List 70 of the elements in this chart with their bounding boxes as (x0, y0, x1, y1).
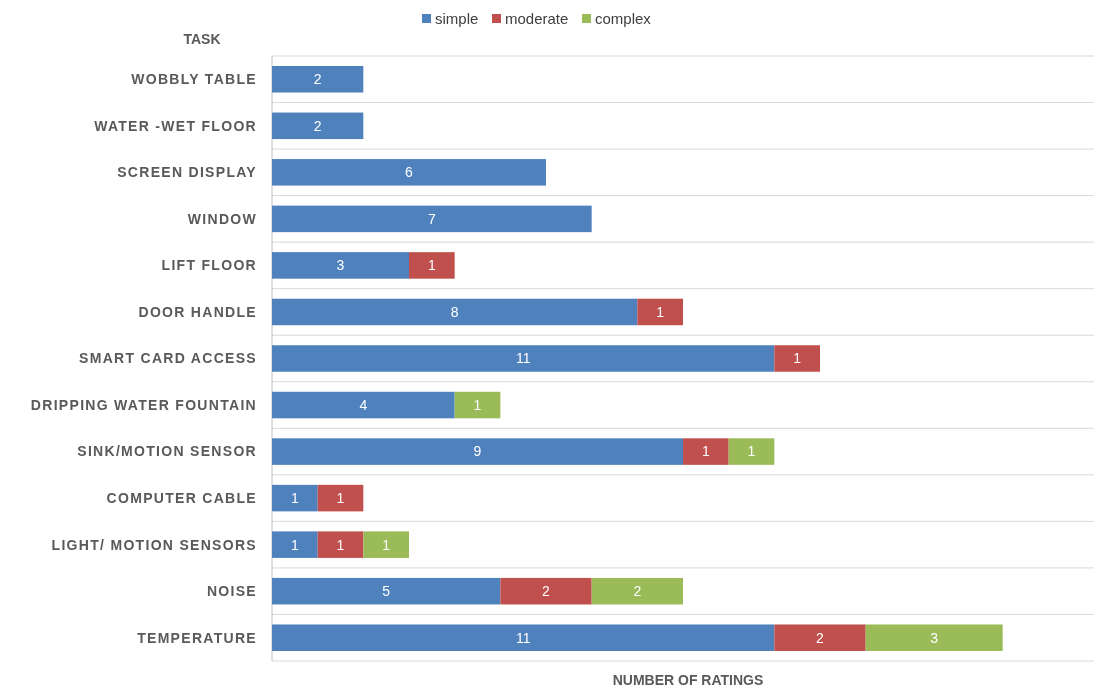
bar (454, 391, 501, 419)
y-tick-label: DRIPPING WATER FOUNTAIN (30, 396, 257, 413)
data-label: 4 (359, 396, 368, 413)
y-tick-label: WINDOW (187, 210, 257, 227)
data-label: 3 (336, 257, 345, 274)
data-label: 1 (290, 490, 299, 507)
data-label: 7 (427, 210, 436, 227)
bar (272, 438, 683, 465)
legend-label: moderate (505, 10, 569, 28)
data-label: 9 (473, 443, 482, 460)
bar (272, 159, 546, 186)
x-axis-title: NUMBER OF RATINGS (612, 672, 764, 688)
legend-label: simple (435, 10, 479, 28)
data-label: 1 (336, 536, 345, 553)
y-tick-label: SMART CARD ACCESS (79, 350, 257, 367)
data-label: 8 (450, 303, 459, 320)
legend-label: complex (595, 10, 652, 28)
data-label: 1 (747, 443, 756, 460)
data-label: 1 (473, 396, 482, 413)
bar (272, 531, 318, 558)
y-tick-label: DOOR HANDLE (138, 303, 257, 320)
bar (317, 484, 364, 512)
bar (272, 66, 364, 93)
bar (683, 438, 729, 465)
data-label: 2 (313, 71, 322, 88)
y-tick-label: WOBBLY TABLE (131, 71, 257, 88)
bar (317, 531, 364, 558)
data-label: 1 (382, 536, 391, 553)
bar (363, 531, 409, 558)
bar (272, 391, 455, 419)
bar (591, 577, 683, 605)
bar (865, 624, 1003, 651)
data-label: 2 (542, 583, 551, 600)
y-tick-label: NOISE (206, 583, 257, 600)
data-label: 1 (336, 490, 345, 507)
y-tick-label: COMPUTER CABLE (106, 490, 257, 507)
bar (272, 112, 364, 140)
bar (774, 345, 820, 372)
bar (409, 252, 455, 279)
data-label: 11 (515, 350, 531, 367)
data-label: 2 (633, 583, 642, 600)
y-tick-label: LIGHT/ MOTION SENSORS (51, 536, 257, 553)
data-label: 11 (515, 629, 531, 646)
bar (728, 438, 775, 465)
data-label: 1 (656, 303, 665, 320)
data-label: 6 (405, 164, 414, 181)
bar (272, 252, 409, 279)
bar (272, 484, 318, 512)
bar (272, 577, 501, 605)
data-label: 2 (816, 629, 825, 646)
bar (272, 624, 775, 651)
y-tick-label: TEMPERATURE (137, 629, 257, 646)
data-label: 5 (382, 583, 391, 600)
y-tick-label: LIFT FLOOR (161, 257, 257, 274)
bar (272, 205, 592, 233)
bar (500, 577, 592, 605)
bar (637, 298, 683, 326)
bar (774, 624, 866, 651)
bar (272, 345, 775, 372)
y-tick-label: SCREEN DISPLAY (117, 164, 257, 181)
y-tick-label: SINK/MOTION SENSOR (77, 443, 257, 460)
data-label: 1 (793, 350, 802, 367)
y-axis-title: TASK (183, 31, 221, 47)
bar (272, 298, 638, 326)
y-tick-label: WATER -WET FLOOR (94, 117, 257, 134)
data-label: 1 (290, 536, 299, 553)
data-label: 1 (427, 257, 436, 274)
data-label: 3 (930, 629, 939, 646)
data-label: 1 (701, 443, 710, 460)
data-label: 2 (313, 117, 322, 134)
